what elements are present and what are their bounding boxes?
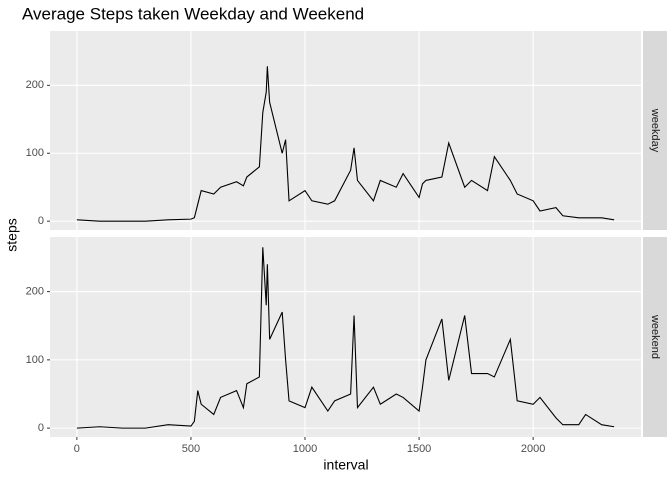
line bbox=[76, 66, 615, 222]
x-tick-label: 500 bbox=[182, 443, 200, 455]
strip-label: weekend bbox=[649, 314, 661, 359]
x-axis-title: interval bbox=[323, 457, 368, 473]
strip-label: weekday bbox=[649, 108, 661, 153]
y-tick-label: 100 bbox=[26, 147, 44, 159]
panel-background bbox=[50, 237, 641, 437]
y-tick-label: 0 bbox=[38, 422, 44, 434]
x-tick-label: 0 bbox=[74, 443, 80, 455]
strip-background bbox=[643, 31, 667, 230]
chart-title: Average Steps taken Weekday and Weekend bbox=[22, 4, 364, 23]
strip-background bbox=[643, 237, 667, 437]
y-tick-label: 200 bbox=[26, 79, 44, 91]
y-tick-label: 100 bbox=[26, 354, 44, 366]
y-tick-label: 200 bbox=[26, 286, 44, 298]
x-tick-label: 2000 bbox=[521, 443, 545, 455]
y-tick-label: 0 bbox=[38, 215, 44, 227]
y-axis-title: steps bbox=[4, 218, 20, 251]
panel-background bbox=[50, 31, 641, 230]
x-tick-label: 1500 bbox=[407, 443, 431, 455]
line bbox=[76, 247, 615, 429]
x-tick-label: 1000 bbox=[293, 443, 317, 455]
